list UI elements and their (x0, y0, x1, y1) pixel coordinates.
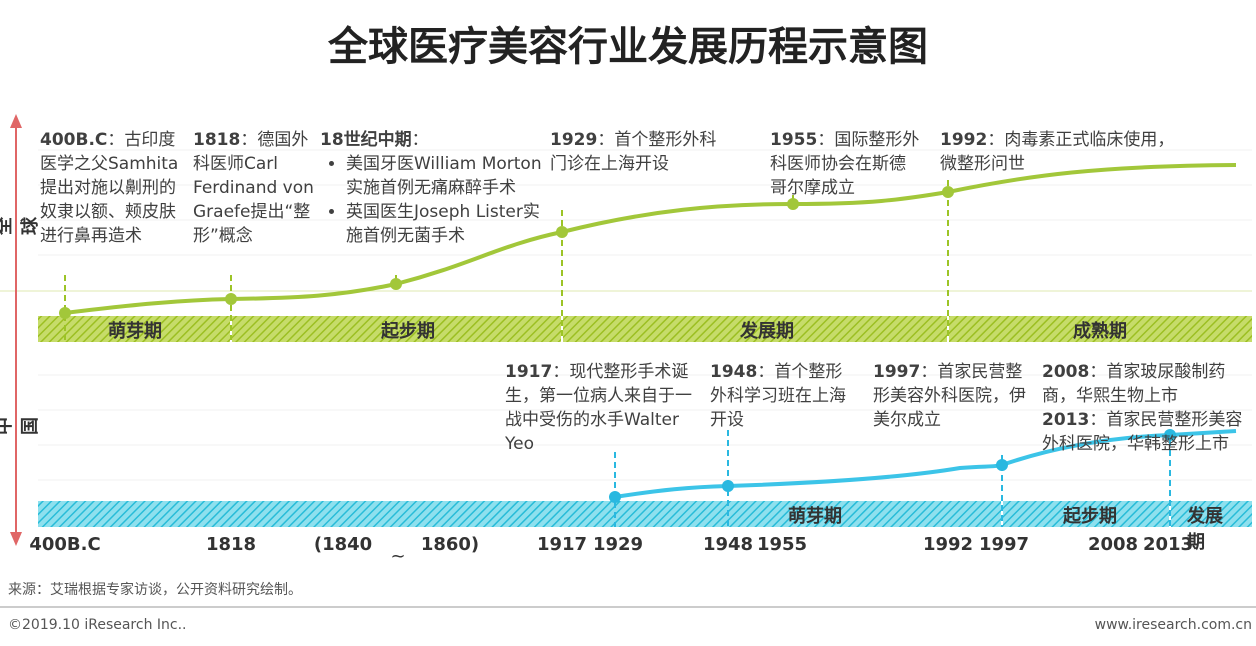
event-desc: ： (411, 130, 429, 150)
timeline-label: 1948 (702, 534, 754, 555)
event-year: 2008 (1042, 362, 1090, 382)
global-band (38, 316, 1252, 342)
china-band (38, 501, 1252, 527)
event: 2013：首家民营整形美容外科医院，华韩整形上市 (1042, 408, 1252, 456)
event-year: 1948 (710, 362, 758, 382)
timeline-label: 2008 (1087, 534, 1139, 555)
event-text: 18世纪中期： (320, 128, 555, 152)
event-text: 2013：首家民营整形美容外科医院，华韩整形上市 (1042, 408, 1252, 456)
event-year: 2013 (1042, 410, 1090, 430)
timeline-label: 1917 (536, 534, 588, 555)
event-text: 1929：首个整形外科门诊在上海开设 (550, 128, 725, 176)
event-text: 1955：国际整形外科医师协会在斯德哥尔摩成立 (770, 128, 922, 200)
phase-label: 发展期 (1187, 506, 1223, 553)
phase-label: 成熟期 (1073, 321, 1127, 342)
event-year: 1997 (873, 362, 921, 382)
event-desc: ：国际整形外科医师协会在斯德哥尔摩成立 (770, 130, 920, 198)
event-desc: ：首个整形外科门诊在上海开设 (550, 130, 717, 174)
event: 1929：首个整形外科门诊在上海开设 (550, 128, 725, 176)
axis-label: 中国 (0, 417, 41, 435)
event-desc: ：首家民营整形美容外科医院，华韩整形上市 (1042, 410, 1243, 454)
timeline-label: 1818 (205, 534, 257, 555)
event: 1955：国际整形外科医师协会在斯德哥尔摩成立 (770, 128, 922, 200)
event: 1917：现代整形手术诞生，第一位病人来自于一战中受伤的水手Walter Yeo (505, 360, 695, 456)
event: 1992：肉毒素正式临床使用，微整形问世 (940, 128, 1175, 176)
event: 1997：首家民营整形美容外科医院，伊美尔成立 (873, 360, 1033, 432)
timeline-label: (1840 (313, 534, 373, 555)
phase-label: 起步期 (381, 321, 435, 342)
event-year: 1992 (940, 130, 988, 150)
phase-label: 起步期 (1063, 506, 1117, 527)
global-points (59, 186, 954, 319)
phase-label: 萌芽期 (108, 321, 162, 342)
timeline-label: 1997 (978, 534, 1030, 555)
title: 全球医疗美容行业发展历程示意图 (328, 24, 928, 70)
event-text: 1992：肉毒素正式临床使用，微整形问世 (940, 128, 1175, 176)
timeline-label: ~ (390, 546, 406, 567)
event-desc: ：首家玻尿酸制药商，华熙生物上市 (1042, 362, 1226, 406)
event: 400B.C：古印度医学之父Samhita提出对施以劓刑的奴隶以额、颊皮肤进行鼻… (40, 128, 192, 248)
event-item: 美国牙医William Morton实施首例无痛麻醉手术 (346, 152, 555, 200)
phase-label: 萌芽期 (788, 506, 842, 527)
timeline-label: 1929 (592, 534, 644, 555)
website: www.iresearch.com.cn (1094, 617, 1252, 633)
event-desc: ：现代整形手术诞生，第一位病人来自于一战中受伤的水手Walter Yeo (505, 362, 692, 454)
event-year: 1955 (770, 130, 818, 150)
phase-label: 发展期 (740, 321, 794, 342)
timeline-label: 2013 (1142, 534, 1194, 555)
event-year: 1929 (550, 130, 598, 150)
event-text: 1818：德国外科医师Carl Ferdinand von Graefe提出“整… (193, 128, 315, 248)
event-list: 美国牙医William Morton实施首例无痛麻醉手术英国医生Joseph L… (320, 152, 555, 248)
event-text: 1948：首个整形外科学习班在上海开设 (710, 360, 850, 432)
event-desc: ：首个整形外科学习班在上海开设 (710, 362, 846, 430)
global-curve (64, 163, 1237, 315)
source: 来源：艾瑞根据专家访谈，公开资料研究绘制。 (8, 582, 302, 598)
copyright: ©2019.10 iResearch Inc.. (8, 617, 187, 633)
event-desc: ：肉毒素正式临床使用，微整形问世 (940, 130, 1175, 174)
china-points (609, 429, 1176, 503)
event: 18世纪中期：美国牙医William Morton实施首例无痛麻醉手术英国医生J… (320, 128, 555, 248)
axis-label: 全球 (0, 217, 41, 235)
event: 1948：首个整形外科学习班在上海开设 (710, 360, 850, 432)
timeline-label: 400B.C (29, 534, 101, 555)
event-desc: ：德国外科医师Carl Ferdinand von Graefe提出“整形”概念 (193, 130, 314, 246)
event-year: 1917 (505, 362, 553, 382)
event-year: 400B.C (40, 130, 108, 150)
event-year: 18世纪中期 (320, 130, 412, 150)
event: 1818：德国外科医师Carl Ferdinand von Graefe提出“整… (193, 128, 315, 248)
background-grid (38, 149, 1252, 481)
event: 2008：首家玻尿酸制药商，华熙生物上市 (1042, 360, 1252, 408)
axis-arrows (10, 114, 22, 546)
timeline-label: 1955 (756, 534, 808, 555)
event-text: 1917：现代整形手术诞生，第一位病人来自于一战中受伤的水手Walter Yeo (505, 360, 695, 456)
event-year: 1818 (193, 130, 241, 150)
event-item: 英国医生Joseph Lister实施首例无菌手术 (346, 200, 555, 248)
event-text: 1997：首家民营整形美容外科医院，伊美尔成立 (873, 360, 1033, 432)
timeline-label: 1860) (420, 534, 480, 555)
event-text: 400B.C：古印度医学之父Samhita提出对施以劓刑的奴隶以额、颊皮肤进行鼻… (40, 128, 192, 248)
event-desc: ：古印度医学之父Samhita提出对施以劓刑的奴隶以额、颊皮肤进行鼻再造术 (40, 130, 179, 246)
event-text: 2008：首家玻尿酸制药商，华熙生物上市 (1042, 360, 1252, 408)
timeline-label: 1992 (922, 534, 974, 555)
event-desc: ：首家民营整形美容外科医院，伊美尔成立 (873, 362, 1026, 430)
